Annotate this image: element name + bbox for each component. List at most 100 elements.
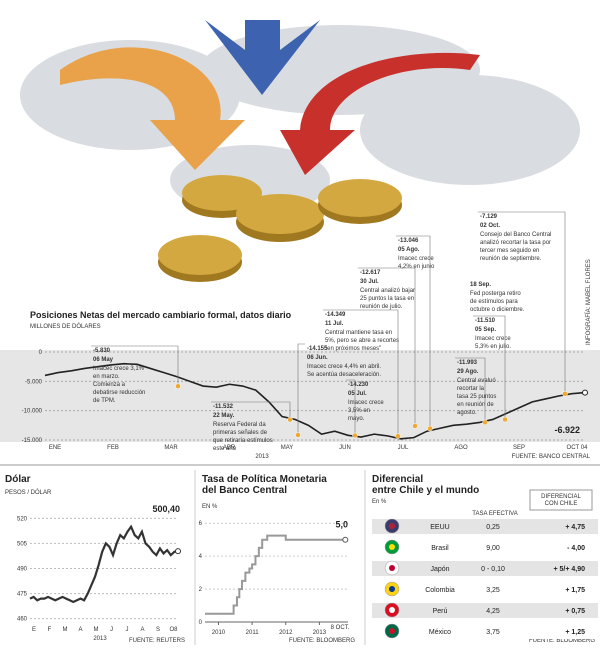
annotation-value: -13.046 <box>398 238 419 244</box>
end-label: 500,40 <box>152 504 180 514</box>
leader-line <box>323 309 399 437</box>
col-header-box <box>529 489 593 511</box>
end-label: 5,0 <box>335 520 348 530</box>
leader-line <box>211 401 291 420</box>
orange-arrow <box>60 47 245 170</box>
annotation-text: de estímulos para <box>470 299 518 305</box>
row-band <box>372 561 598 576</box>
x-tick-label: S <box>156 627 160 633</box>
event-dot <box>295 432 301 438</box>
annotation-text: Imacec crece 4,4% en abril. <box>307 364 381 370</box>
flag-detail <box>389 523 395 529</box>
annotation-text: Imacec crece <box>475 336 511 342</box>
dolar-source: FUENTE: REUTERS <box>129 638 185 644</box>
row-band <box>372 603 598 618</box>
rate: 4,25 <box>486 608 500 615</box>
diff: + 1,25 <box>565 629 585 636</box>
tasa-subtitle: EN % <box>202 504 218 510</box>
dolar-subtitle: PESOS / DÓLAR <box>5 489 52 496</box>
annotation-value: -14.230 <box>348 382 369 388</box>
x-tick-label: ABR <box>223 445 236 451</box>
x-tick-label: M <box>63 627 68 633</box>
x-tick-label: A <box>78 627 82 633</box>
table-source: FUENTE: BLOOMBERG <box>529 638 595 644</box>
diff: + 5/+ 4,90 <box>553 566 585 573</box>
flag-detail <box>389 544 395 550</box>
y-tick-label: 520 <box>17 516 28 522</box>
row-band <box>372 624 598 639</box>
table-subtitle: En % <box>372 499 387 505</box>
annotation-text: analizó recortar la tasa por <box>480 240 551 246</box>
y-tick-label: 4 <box>199 554 203 560</box>
annotation-date: 05 Sep. <box>475 327 496 333</box>
blue-arrow <box>205 20 320 95</box>
annotation-value: -5.830 <box>93 348 111 354</box>
annotation-text: en marzo. <box>93 374 120 380</box>
annotation-value: -12.617 <box>360 270 381 276</box>
annotation-date: 06 Jun. <box>307 355 328 361</box>
annotation-text: Se acentúa desaceleración. <box>307 372 381 378</box>
annotation-date: 29 Ago. <box>457 369 479 375</box>
country: Brasil <box>431 545 449 552</box>
annotation-value: -11.510 <box>475 318 496 324</box>
annotation-text: Central analizó bajar <box>360 288 415 294</box>
x-tick-label: OCT 04 <box>567 445 589 451</box>
year-label: 2013 <box>93 636 107 642</box>
diff: + 0,75 <box>565 608 585 615</box>
rate: 0 - 0,10 <box>481 566 505 573</box>
annotation-date: 05 Ago. <box>398 247 420 253</box>
annotation-value: -11.532 <box>213 404 234 410</box>
y-tick-label: -15.000 <box>22 438 43 444</box>
y-tick-label: 0 <box>39 350 43 356</box>
annotation-value: -14.349 <box>325 312 346 318</box>
annotation-text: que retiraría estímulos <box>213 438 273 444</box>
country: Perú <box>433 608 448 615</box>
data-line <box>44 362 586 440</box>
annotation-value: -11.993 <box>457 360 478 366</box>
y-tick-label: 6 <box>199 521 203 527</box>
annotation-date: 18 Sep. <box>470 282 491 288</box>
event-dot <box>175 383 181 389</box>
flag-detail <box>389 565 395 571</box>
flag-detail <box>389 607 395 613</box>
annotation-text: Imacec crece 3,1% <box>93 366 145 372</box>
annotation-text: Comienza a <box>93 382 126 388</box>
event-dot <box>482 419 488 426</box>
main-plot-band <box>0 350 600 442</box>
x-tick-label: J <box>126 627 129 633</box>
diff: + 4,75 <box>565 524 585 531</box>
x-tick-label: JUN <box>339 445 351 451</box>
end-label: -6.922 <box>554 425 580 435</box>
annotation-date: 05 Jul. <box>348 391 367 397</box>
annotation-text: este año <box>213 446 237 452</box>
event-dot <box>287 416 293 423</box>
country: Japón <box>430 566 449 573</box>
row-band <box>372 519 598 534</box>
annotation-text: agosto. <box>457 410 477 416</box>
year-label: 2013 <box>255 454 269 460</box>
event-dot <box>395 433 401 439</box>
annotation-text: reunión de septiembre. <box>480 256 542 262</box>
leader-line <box>473 315 506 420</box>
x-tick-label: FEB <box>107 445 119 451</box>
x-tick-label: M <box>94 627 99 633</box>
annotation-text: reunión de julio. <box>360 304 403 310</box>
annotation-text: en reunión de <box>457 402 494 408</box>
event-dot <box>502 416 508 423</box>
data-line <box>29 524 179 604</box>
x-tick-label: A <box>140 627 144 633</box>
dolar-title: Dólar <box>5 474 31 485</box>
y-tick-label: 0 <box>199 620 203 626</box>
rate: 3,25 <box>486 587 500 594</box>
flag-detail <box>389 586 395 592</box>
coins <box>158 175 402 282</box>
row-band <box>372 582 598 597</box>
y-tick-label: 505 <box>17 541 28 547</box>
event-dot <box>562 391 568 397</box>
end-marker <box>175 548 181 555</box>
annotation-text: 3,5% en <box>348 408 370 414</box>
illustration <box>0 0 600 300</box>
annotation-text: debatirse reducción <box>93 390 145 396</box>
x-tick-label: 2010 <box>212 630 226 636</box>
